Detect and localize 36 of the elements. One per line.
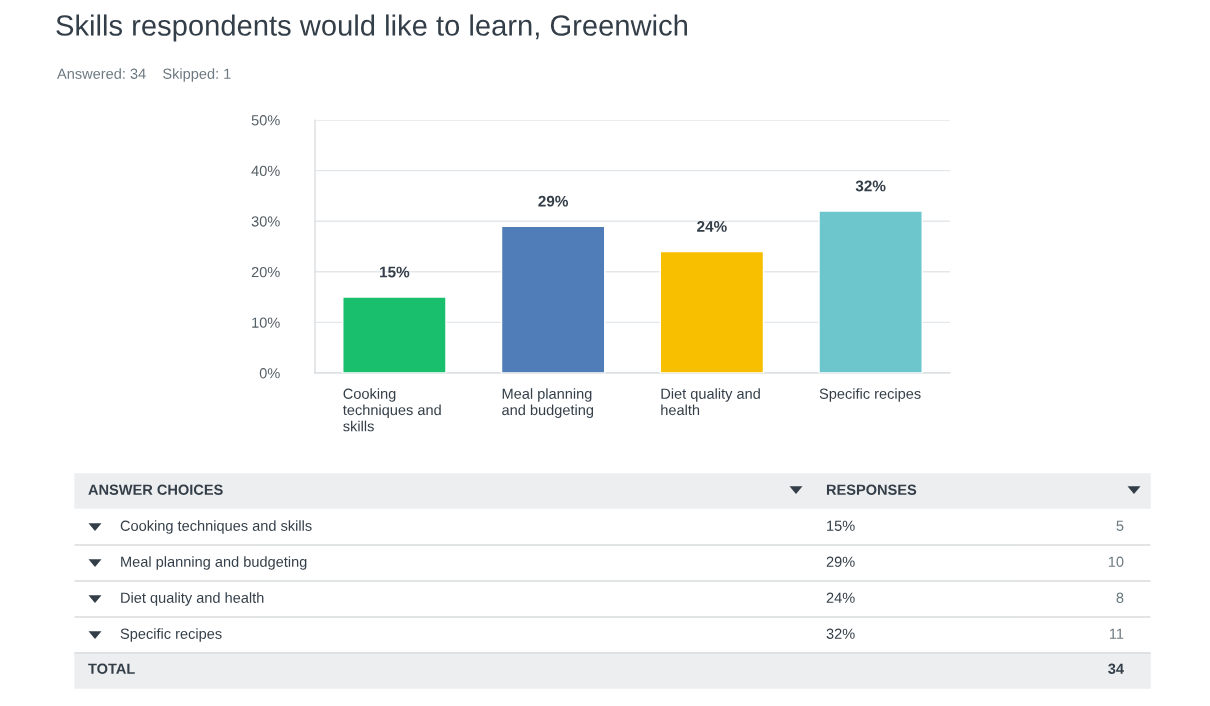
y-tick-label: 10% <box>252 317 280 328</box>
text: 24% <box>826 592 855 603</box>
y-tick-label: 50% <box>251 115 280 126</box>
text: 10 <box>1108 556 1124 567</box>
y-tick-label: 0% <box>259 368 280 379</box>
x-tick-label: Cooking techniques and skills <box>343 388 441 432</box>
data-label: 29% <box>538 195 569 207</box>
text: 8 <box>1116 592 1124 603</box>
text: RESPONSES <box>826 484 917 495</box>
text: ANSWER CHOICES <box>88 484 223 495</box>
data-label: 24% <box>697 221 727 232</box>
data-label: 15% <box>380 266 410 278</box>
data-label: 32% <box>855 180 886 192</box>
chart-title: Skills respondents would like to learn, Greenwich <box>56 14 687 42</box>
text: 29% <box>826 556 855 567</box>
text: TOTAL <box>88 663 135 674</box>
text: Diet quality and health <box>121 592 264 606</box>
text: 32% <box>826 628 855 639</box>
text: Specific recipes <box>120 628 222 642</box>
text: 5 <box>1116 520 1124 531</box>
y-tick-label: 40% <box>251 165 280 177</box>
text: Cooking techniques and skills <box>120 520 312 534</box>
text: 11 <box>1109 628 1124 639</box>
y-tick-label: 30% <box>251 216 280 227</box>
bar <box>818 210 923 373</box>
bar <box>659 250 765 373</box>
text: 34 <box>1108 663 1124 674</box>
text: Answered: 34 Skipped: 1 <box>57 68 231 82</box>
text: 15% <box>827 520 855 531</box>
y-tick-label: 20% <box>251 266 280 278</box>
x-tick-label: Diet quality and health <box>661 388 760 416</box>
text: Meal planning and budgeting <box>121 556 307 570</box>
x-tick-label: Specific recipes <box>819 388 921 402</box>
bar <box>500 225 606 373</box>
bar <box>342 296 447 373</box>
x-tick-label: Meal planning and budgeting <box>502 388 594 419</box>
